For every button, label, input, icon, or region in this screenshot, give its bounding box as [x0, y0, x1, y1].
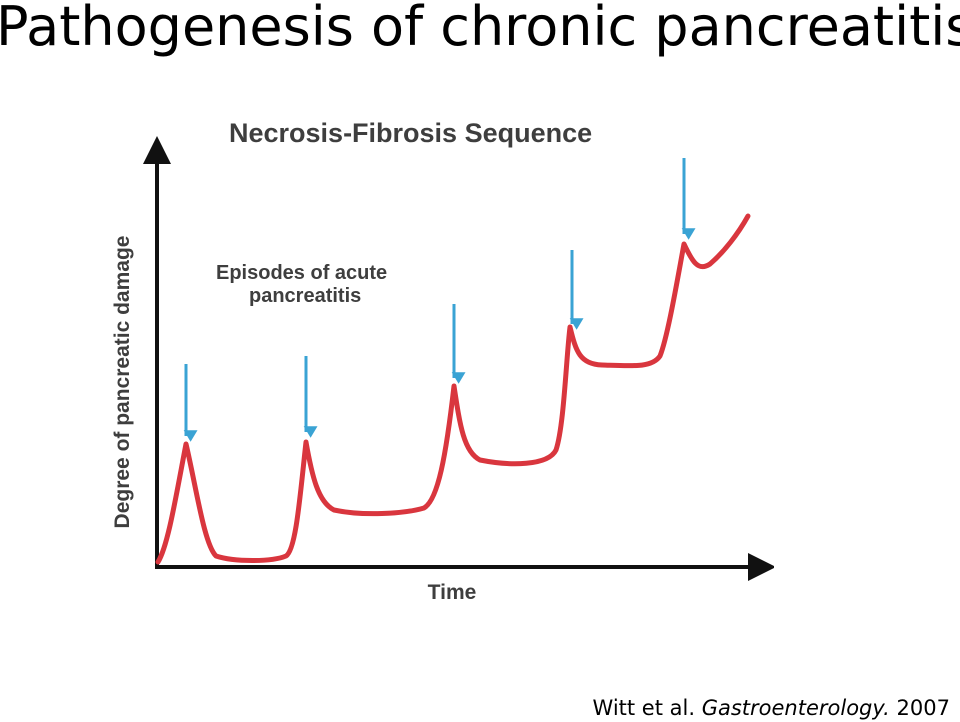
annotation-episodes-line1: Episodes of acute — [216, 262, 387, 284]
diagram-svg: Necrosis-Fibrosis Sequence Degree of pan… — [112, 118, 774, 600]
diagram-title: Necrosis-Fibrosis Sequence — [229, 118, 592, 148]
y-axis-label: Degree of pancreatic damage — [112, 236, 134, 529]
x-axis-label: Time — [428, 581, 477, 600]
damage-curve — [155, 213, 751, 565]
citation-journal: Gastroenterology. — [701, 696, 890, 720]
slide-title: Pathogenesis of chronic pancreatitis — [0, 0, 960, 58]
annotation-episodes-line2: pancreatitis — [249, 285, 361, 307]
citation: Witt et al. Gastroenterology. 2007 — [593, 694, 950, 722]
necrosis-fibrosis-figure: Necrosis-Fibrosis Sequence Degree of pan… — [112, 116, 774, 600]
citation-authors: Witt et al. — [592, 696, 696, 720]
citation-year: 2007 — [896, 696, 950, 720]
